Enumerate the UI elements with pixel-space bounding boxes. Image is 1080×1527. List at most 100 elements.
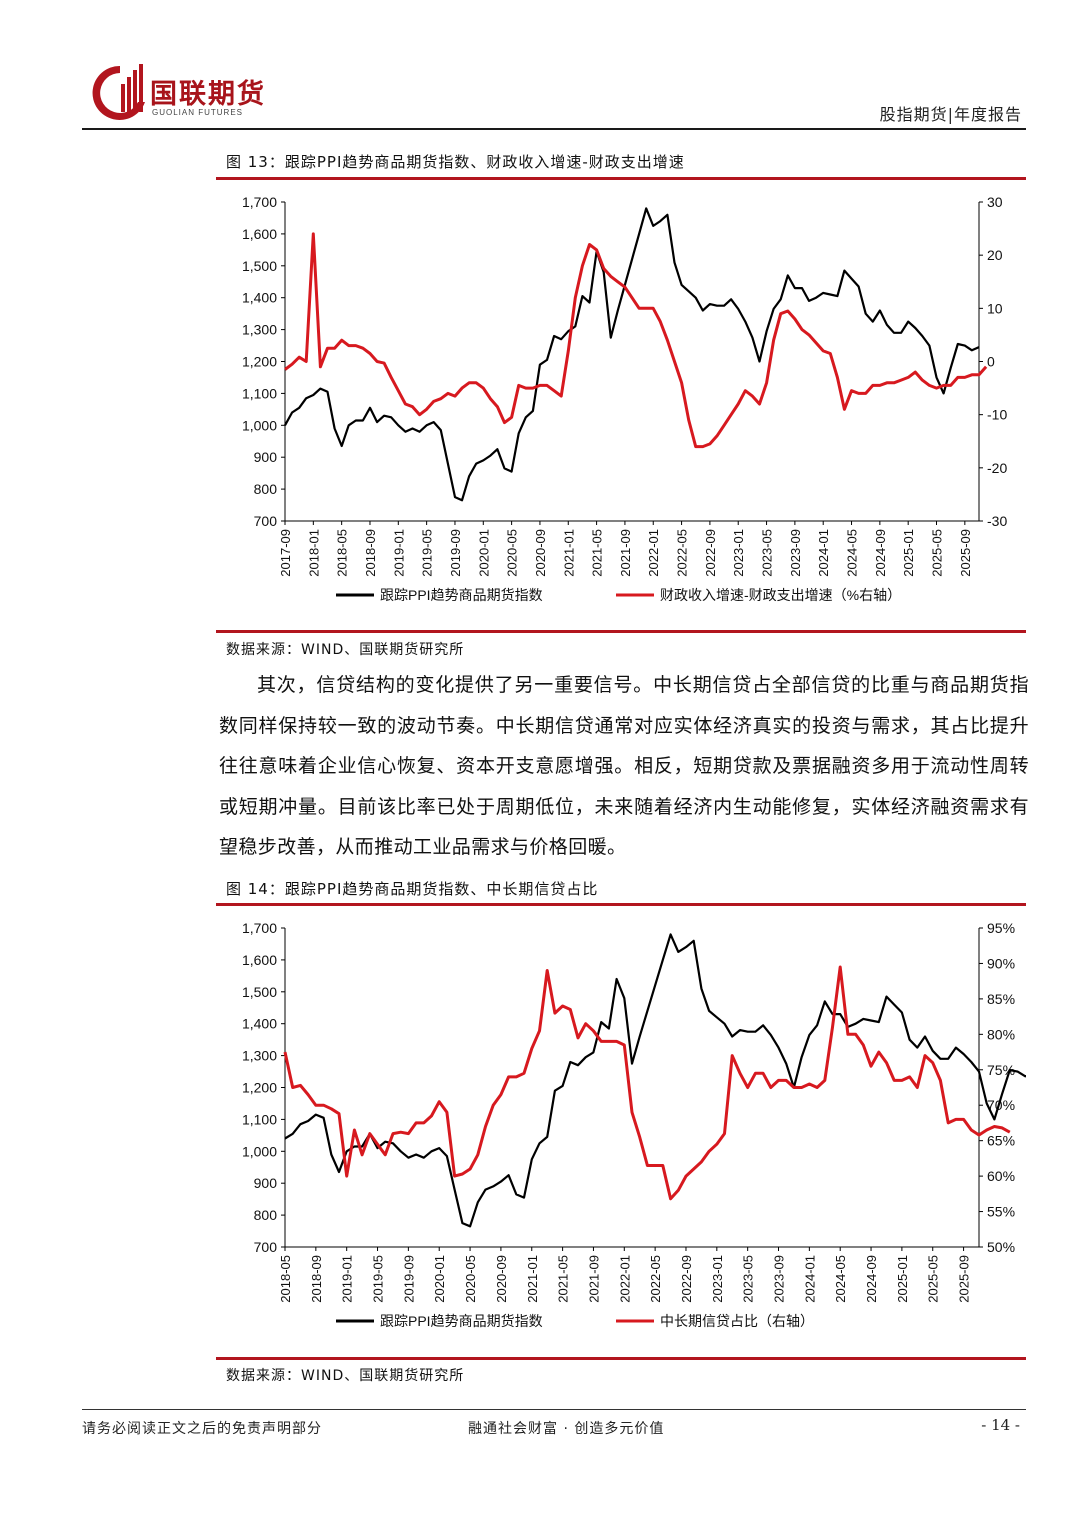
figure-13-bottom-rule — [216, 630, 1026, 633]
x-tick-label: 2025-01 — [895, 1255, 910, 1303]
left-tick-label: 1,200 — [242, 354, 277, 370]
right-tick-label: 60% — [987, 1168, 1015, 1184]
right-tick-label: 85% — [987, 991, 1015, 1007]
left-tick-label: 1,600 — [242, 226, 277, 242]
left-tick-label: 900 — [254, 449, 278, 465]
left-tick-label: 700 — [254, 513, 278, 529]
left-tick-label: 1,400 — [242, 290, 277, 306]
x-tick-label: 2019-01 — [340, 1255, 355, 1303]
left-tick-label: 800 — [254, 481, 278, 497]
x-tick-label: 2023-09 — [772, 1255, 787, 1303]
left-tick-label: 1,200 — [242, 1080, 277, 1096]
x-tick-label: 2022-05 — [648, 1255, 663, 1303]
logo-text-en: GUOLIAN FUTURES — [152, 108, 244, 117]
left-tick-label: 1,000 — [242, 417, 277, 433]
left-tick-label: 800 — [254, 1207, 278, 1223]
series-line-ratio — [284, 232, 988, 449]
logo-mark-icon — [92, 64, 145, 120]
x-tick-label: 2023-01 — [710, 1255, 725, 1303]
left-tick-label: 1,100 — [242, 385, 277, 401]
body-paragraph-text: 其次，信贷结构的变化提供了另一重要信号。中长期信贷占全部信贷的比重与商品期货指数… — [219, 674, 1029, 858]
footer-slogan: 融通社会财富 · 创造多元价值 — [468, 1421, 665, 1437]
figure-14-bottom-rule — [216, 1357, 1026, 1360]
footer-disclaimer: 请务必阅读正文之后的免责声明部分 — [82, 1421, 322, 1437]
x-tick-label: 2024-01 — [816, 529, 831, 577]
x-tick-label: 2024-09 — [873, 529, 888, 577]
series-line-ratio — [283, 965, 1011, 1201]
x-tick-label: 2024-01 — [802, 1255, 817, 1303]
x-tick-label: 2025-01 — [901, 529, 916, 577]
x-tick-label: 2020-01 — [476, 529, 491, 577]
figure-13-top-rule — [216, 177, 1026, 180]
right-tick-label: -30 — [987, 513, 1007, 529]
figure-14-source: 数据来源：WIND、国联期货研究所 — [226, 1368, 465, 1384]
x-tick-label: 2018-09 — [363, 529, 378, 577]
x-tick-label: 2021-09 — [618, 529, 633, 577]
legend-label: 跟踪PPI趋势商品期货指数 — [380, 587, 543, 603]
right-tick-label: 50% — [987, 1239, 1015, 1255]
legend-label: 财政收入增速-财政支出增速（%右轴） — [660, 587, 901, 603]
x-tick-label: 2022-05 — [675, 529, 690, 577]
logo-text-cn: 国联期货 — [150, 79, 266, 110]
right-tick-label: 65% — [987, 1133, 1015, 1149]
left-tick-label: 1,500 — [242, 258, 277, 274]
x-tick-label: 2019-09 — [448, 529, 463, 577]
x-tick-label: 2021-05 — [556, 1255, 571, 1303]
left-tick-label: 1,300 — [242, 322, 277, 338]
x-tick-label: 2020-09 — [533, 529, 548, 577]
figure-14-chart: 700 800 900 1,000 1,100 1,200 1,300 1,400 1,500 1… — [242, 920, 1026, 1329]
x-tick-label: 2017-09 — [278, 529, 293, 577]
right-tick-label: 70% — [987, 1097, 1015, 1113]
left-tick-label: 1,700 — [242, 194, 277, 210]
x-tick-label: 2020-05 — [505, 529, 520, 577]
x-tick-label: 2021-01 — [525, 1255, 540, 1303]
x-tick-label: 2024-05 — [845, 529, 860, 577]
right-tick-label: 55% — [987, 1204, 1015, 1220]
left-tick-label: 1,000 — [242, 1143, 277, 1159]
right-tick-label: -10 — [987, 407, 1007, 423]
left-tick-label: 700 — [254, 1239, 278, 1255]
right-tick-label: 80% — [987, 1026, 1015, 1042]
left-tick-label: 1,700 — [242, 920, 277, 936]
x-tick-label: 2021-09 — [586, 1255, 601, 1303]
x-tick-label: 2023-05 — [741, 1255, 756, 1303]
right-tick-label: 30 — [987, 194, 1003, 210]
x-tick-label: 2022-01 — [646, 529, 661, 577]
right-tick-label: 10 — [987, 300, 1003, 316]
report-type: 股指期货|年度报告 — [879, 105, 1022, 124]
x-tick-label: 2025-05 — [926, 1255, 941, 1303]
left-tick-label: 1,500 — [242, 984, 277, 1000]
x-tick-label: 2025-05 — [930, 529, 945, 577]
x-tick-label: 2023-09 — [788, 529, 803, 577]
x-tick-label: 2019-09 — [401, 1255, 416, 1303]
footer-divider — [82, 1409, 1026, 1410]
x-tick-label: 2025-09 — [958, 529, 973, 577]
x-tick-label: 2018-09 — [309, 1255, 324, 1303]
x-tick-label: 2023-01 — [731, 529, 746, 577]
x-tick-label: 2019-05 — [371, 1255, 386, 1303]
series-line-index — [284, 207, 980, 502]
right-tick-label: -20 — [987, 460, 1007, 476]
right-tick-label: 20 — [987, 247, 1003, 263]
x-tick-label: 2022-01 — [617, 1255, 632, 1303]
x-tick-label: 2024-09 — [864, 1255, 879, 1303]
x-tick-label: 2025-09 — [957, 1255, 972, 1303]
header-divider — [82, 128, 1026, 130]
x-tick-label: 2021-05 — [590, 529, 605, 577]
x-tick-label: 2018-01 — [306, 529, 321, 577]
left-tick-label: 1,300 — [242, 1048, 277, 1064]
x-tick-label: 2021-01 — [561, 529, 576, 577]
x-tick-label: 2018-05 — [335, 529, 350, 577]
page-number: - 14 - — [981, 1416, 1020, 1434]
x-tick-label: 2020-01 — [432, 1255, 447, 1303]
figure-14-top-rule — [216, 903, 1026, 906]
x-tick-label: 2019-05 — [420, 529, 435, 577]
right-tick-label: 95% — [987, 920, 1015, 936]
x-tick-label: 2022-09 — [703, 529, 718, 577]
company-logo: 国联期货 GUOLIAN FUTURES — [92, 62, 312, 124]
figure-13-chart: 700 800 900 1,000 1,100 1,200 1,300 1,400 1,500 1… — [242, 194, 1007, 603]
right-tick-label: 90% — [987, 955, 1015, 971]
x-tick-label: 2020-09 — [494, 1255, 509, 1303]
legend-label: 中长期信贷占比（右轴） — [660, 1313, 814, 1329]
left-tick-label: 900 — [254, 1175, 278, 1191]
